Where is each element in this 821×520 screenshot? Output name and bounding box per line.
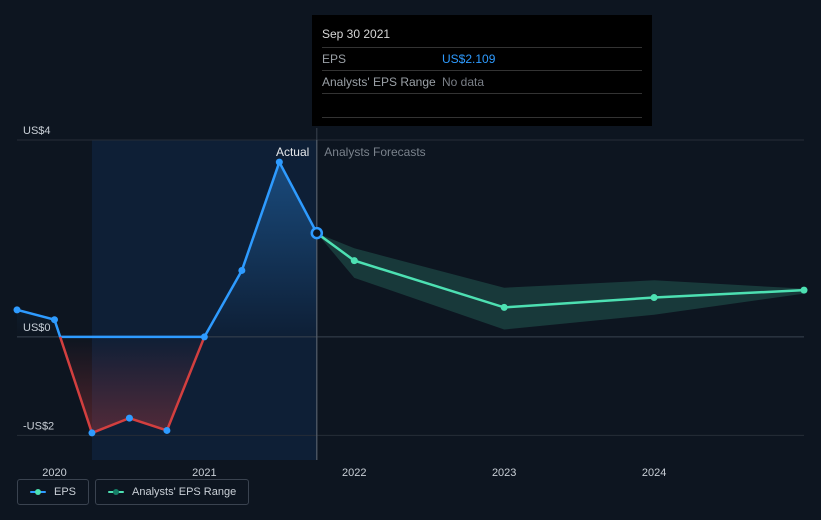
tooltip-label: EPS (322, 52, 442, 66)
actual-point[interactable] (88, 429, 95, 436)
x-axis-label: 2024 (642, 467, 666, 479)
hover-point (312, 228, 322, 238)
x-axis-label: 2021 (192, 467, 216, 479)
tooltip-date: Sep 30 2021 (322, 23, 642, 48)
x-axis-label: 2020 (42, 467, 66, 479)
forecast-range-area (317, 233, 804, 329)
tooltip-value: US$2.109 (442, 52, 495, 66)
region-label-actual: Actual (276, 145, 309, 159)
tooltip-label: Analysts' EPS Range (322, 75, 442, 89)
legend-label: EPS (54, 486, 76, 498)
y-axis-label: -US$2 (23, 420, 54, 432)
legend-label: Analysts' EPS Range (132, 486, 236, 498)
y-axis-label: US$4 (23, 125, 51, 137)
forecast-point[interactable] (501, 304, 508, 311)
actual-point[interactable] (163, 427, 170, 434)
chart-legend: EPS Analysts' EPS Range (17, 479, 249, 505)
forecast-point[interactable] (651, 294, 658, 301)
x-axis-label: 2022 (342, 467, 366, 479)
legend-eps-range[interactable]: Analysts' EPS Range (95, 479, 249, 505)
actual-point[interactable] (14, 306, 21, 313)
forecast-point[interactable] (351, 257, 358, 264)
actual-point[interactable] (238, 267, 245, 274)
tooltip-value: No data (442, 75, 484, 89)
legend-swatch-icon (108, 487, 124, 497)
legend-swatch-icon (30, 487, 46, 497)
actual-point[interactable] (201, 333, 208, 340)
actual-point[interactable] (276, 159, 283, 166)
tooltip-row-eps: EPS US$2.109 (322, 48, 642, 71)
x-axis-label: 2023 (492, 467, 516, 479)
legend-eps[interactable]: EPS (17, 479, 89, 505)
tooltip-row-range: Analysts' EPS Range No data (322, 71, 642, 94)
actual-point[interactable] (51, 316, 58, 323)
region-label-forecast: Analysts Forecasts (324, 145, 425, 159)
eps-forecast-chart: US$4US$0-US$220202021202220232024ActualA… (0, 0, 821, 520)
forecast-point[interactable] (801, 287, 808, 294)
actual-point[interactable] (126, 415, 133, 422)
chart-tooltip: Sep 30 2021 EPS US$2.109 Analysts' EPS R… (312, 15, 652, 126)
